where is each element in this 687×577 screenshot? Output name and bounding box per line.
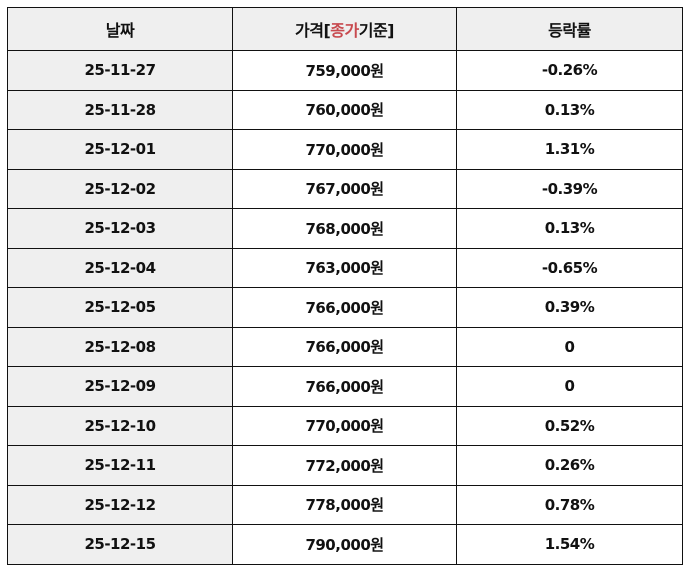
change-cell: 0.13% <box>456 208 683 249</box>
table-row: 25-12-04 763,000원 -0.65% <box>7 247 683 288</box>
date-cell: 25-12-15 <box>7 524 233 565</box>
change-cell: 0 <box>456 326 683 367</box>
price-cell: 778,000원 <box>232 484 457 525</box>
date-cell: 25-12-11 <box>7 445 233 486</box>
change-cell: 0.52% <box>456 405 683 446</box>
change-cell: 0.39% <box>456 287 683 328</box>
price-cell: 767,000원 <box>232 168 457 209</box>
change-cell: 0 <box>456 366 683 407</box>
change-cell: 0.78% <box>456 484 683 525</box>
table-row: 25-12-08 766,000원 0 <box>7 326 683 367</box>
price-cell: 766,000원 <box>232 326 457 367</box>
change-cell: -0.26% <box>456 50 683 91</box>
price-cell: 763,000원 <box>232 247 457 288</box>
change-cell: 1.54% <box>456 524 683 565</box>
header-price: 가격[종가기준] <box>232 7 457 51</box>
table-row: 25-12-10 770,000원 0.52% <box>7 405 683 446</box>
table-row: 25-12-15 790,000원 1.54% <box>7 524 683 565</box>
table-row: 25-12-09 766,000원 0 <box>7 366 683 407</box>
table-row: 25-12-03 768,000원 0.13% <box>7 208 683 249</box>
table-row: 25-11-28 760,000원 0.13% <box>7 89 683 130</box>
table-row: 25-11-27 759,000원 -0.26% <box>7 50 683 91</box>
date-cell: 25-12-09 <box>7 366 233 407</box>
price-cell: 759,000원 <box>232 50 457 91</box>
price-cell: 770,000원 <box>232 129 457 170</box>
date-cell: 25-12-05 <box>7 287 233 328</box>
price-cell: 770,000원 <box>232 405 457 446</box>
price-cell: 772,000원 <box>232 445 457 486</box>
header-row: 날짜 가격[종가기준] 등락률 <box>7 7 683 51</box>
table-row: 25-12-02 767,000원 -0.39% <box>7 168 683 209</box>
date-cell: 25-12-01 <box>7 129 233 170</box>
date-cell: 25-12-04 <box>7 247 233 288</box>
stock-price-table: 날짜 가격[종가기준] 등락률 25-11-27 759,000원 -0.26% 2… <box>7 7 683 565</box>
date-cell: 25-12-10 <box>7 405 233 446</box>
price-cell: 790,000원 <box>232 524 457 565</box>
date-cell: 25-12-08 <box>7 326 233 367</box>
price-cell: 768,000원 <box>232 208 457 249</box>
change-cell: 1.31% <box>456 129 683 170</box>
header-date: 날짜 <box>7 7 233 51</box>
date-cell: 25-12-02 <box>7 168 233 209</box>
header-change: 등락률 <box>456 7 683 51</box>
header-price-accent: 종가 <box>330 21 359 40</box>
change-cell: 0.26% <box>456 445 683 486</box>
date-cell: 25-11-28 <box>7 89 233 130</box>
price-cell: 766,000원 <box>232 366 457 407</box>
price-cell: 766,000원 <box>232 287 457 328</box>
header-price-prefix: 가격[ <box>295 21 331 40</box>
table-row: 25-12-11 772,000원 0.26% <box>7 445 683 486</box>
price-cell: 760,000원 <box>232 89 457 130</box>
change-cell: 0.13% <box>456 89 683 130</box>
header-price-suffix: 기준] <box>358 21 395 40</box>
table-row: 25-12-05 766,000원 0.39% <box>7 287 683 328</box>
table-row: 25-12-12 778,000원 0.78% <box>7 484 683 525</box>
date-cell: 25-12-12 <box>7 484 233 525</box>
date-cell: 25-11-27 <box>7 50 233 91</box>
table-row: 25-12-01 770,000원 1.31% <box>7 129 683 170</box>
date-cell: 25-12-03 <box>7 208 233 249</box>
change-cell: -0.39% <box>456 168 683 209</box>
change-cell: -0.65% <box>456 247 683 288</box>
